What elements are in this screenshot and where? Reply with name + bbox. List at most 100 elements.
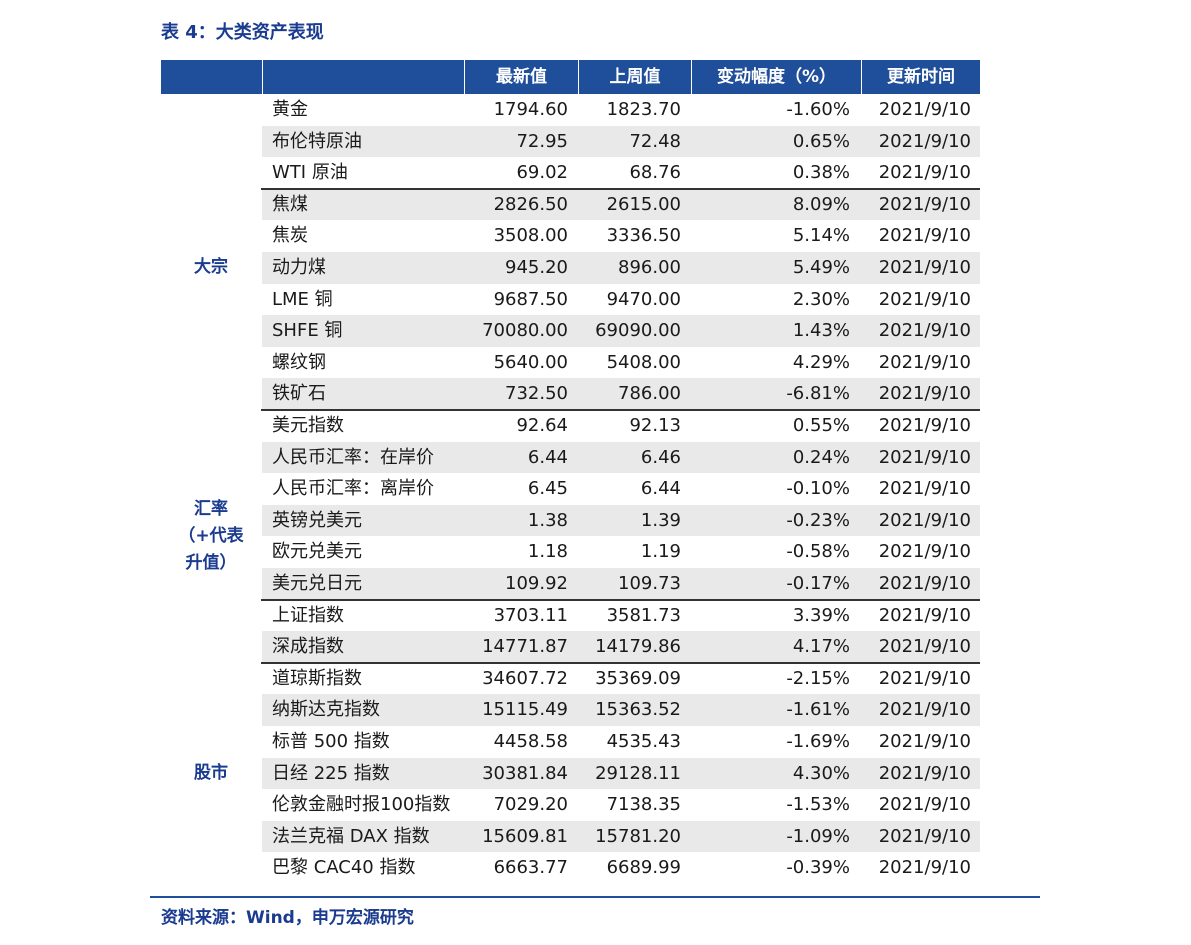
row-latest: 6.44	[527, 446, 568, 468]
table-row: WTI 原油 69.02 68.76 0.38% 2021/9/10	[262, 157, 980, 189]
row-date: 2021/9/10	[878, 762, 971, 784]
group-divider	[261, 409, 980, 411]
row-name: 欧元兑美元	[272, 541, 362, 563]
row-date: 2021/9/10	[878, 415, 971, 436]
row-change: 2.30%	[792, 288, 850, 310]
row-previous: 29128.11	[595, 762, 681, 784]
row-previous: 1.19	[640, 541, 681, 563]
row-change: -0.58%	[786, 541, 850, 563]
row-previous: 5408.00	[606, 351, 681, 373]
row-date: 2021/9/10	[878, 320, 971, 342]
row-latest: 109.92	[505, 573, 568, 594]
row-previous: 15363.52	[595, 699, 681, 721]
row-date: 2021/9/10	[878, 794, 971, 816]
row-change: -1.60%	[786, 99, 850, 120]
row-name: 巴黎 CAC40 指数	[272, 857, 416, 879]
row-date: 2021/9/10	[878, 130, 971, 152]
row-name: 纳斯达克指数	[272, 699, 380, 721]
row-latest: 1.18	[527, 541, 568, 563]
table-row: 法兰克福 DAX 指数 15609.81 15781.20 -1.09% 2021/9/…	[262, 820, 980, 853]
row-date: 2021/9/10	[878, 478, 971, 500]
row-name: 美元指数	[272, 415, 344, 436]
row-latest: 732.50	[505, 383, 568, 405]
row-change: 1.43%	[792, 320, 850, 342]
row-name: 人民币汇率：离岸价	[272, 478, 434, 500]
row-change: 5.49%	[792, 257, 850, 278]
group-divider	[261, 187, 980, 190]
row-change: 0.24%	[792, 446, 850, 468]
group-divider	[261, 661, 980, 664]
table-row: SHFE 铜 70080.00 69090.00 1.43% 2021/9/10	[262, 315, 980, 347]
row-change: 8.09%	[792, 193, 850, 215]
category-label: 大宗	[194, 257, 228, 278]
row-name: 铁矿石	[272, 383, 326, 405]
row-name: 人民币汇率：在岸价	[272, 446, 434, 468]
table-row: 黄金 1794.60 1823.70 -1.60% 2021/9/10	[262, 94, 980, 126]
header-updated: 更新时间	[861, 60, 980, 94]
table-row: 人民币汇率：离岸价 6.45 6.44 -0.10% 2021/9/10	[262, 473, 980, 505]
table-header: 最新值 上周值 变动幅度（%） 更新时间	[161, 60, 980, 94]
row-previous: 35369.09	[595, 667, 681, 689]
row-date: 2021/9/10	[878, 604, 971, 626]
row-change: -6.81%	[786, 383, 850, 405]
row-previous: 3581.73	[606, 604, 681, 626]
table-row: 螺纹钢 5640.00 5408.00 4.29% 2021/9/10	[262, 347, 980, 379]
row-latest: 92.64	[516, 415, 568, 436]
table-row: 深成指数 14771.87 14179.86 4.17% 2021/9/10	[262, 631, 980, 663]
row-latest: 945.20	[505, 257, 568, 278]
row-latest: 6663.77	[493, 857, 568, 879]
row-name: 动力煤	[272, 257, 326, 278]
row-latest: 14771.87	[482, 636, 568, 658]
table-row: 标普 500 指数 4458.58 4535.43 -1.69% 2021/9/10	[262, 726, 980, 758]
row-previous: 6.44	[640, 478, 681, 500]
footer-divider	[150, 896, 1040, 898]
row-latest: 4458.58	[493, 731, 568, 752]
table-row: 道琼斯指数 34607.72 35369.09 -2.15% 2021/9/10	[262, 663, 980, 695]
row-latest: 30381.84	[482, 762, 568, 784]
row-date: 2021/9/10	[878, 225, 971, 247]
row-date: 2021/9/10	[878, 193, 971, 215]
table-row: 美元兑日元 109.92 109.73 -0.17% 2021/9/10	[262, 568, 980, 600]
row-change: 0.38%	[792, 162, 850, 184]
row-previous: 72.48	[629, 130, 681, 152]
table-row: LME 铜 9687.50 9470.00 2.30% 2021/9/10	[262, 284, 980, 316]
category-label: 股市	[194, 762, 228, 783]
row-change: 0.55%	[792, 415, 850, 436]
row-previous: 7138.35	[606, 794, 681, 816]
table-row: 布伦特原油 72.95 72.48 0.65% 2021/9/10	[262, 125, 980, 158]
row-change: 0.65%	[792, 130, 850, 152]
row-previous: 4535.43	[606, 731, 681, 752]
row-change: 3.39%	[792, 604, 850, 626]
row-name: 美元兑日元	[272, 573, 362, 594]
row-name: 标普 500 指数	[272, 731, 390, 752]
row-latest: 15115.49	[482, 699, 568, 721]
row-change: -1.61%	[786, 699, 850, 721]
row-date: 2021/9/10	[878, 731, 971, 752]
row-previous: 1.39	[640, 509, 681, 531]
row-change: 4.30%	[792, 762, 850, 784]
row-previous: 14179.86	[595, 636, 681, 658]
row-previous: 68.76	[629, 162, 681, 184]
header-latest: 最新值	[464, 60, 578, 94]
row-date: 2021/9/10	[878, 351, 971, 373]
row-name: 布伦特原油	[272, 130, 362, 152]
row-previous: 15781.20	[595, 825, 681, 847]
row-date: 2021/9/10	[878, 541, 971, 563]
row-date: 2021/9/10	[878, 288, 971, 310]
row-date: 2021/9/10	[878, 383, 971, 405]
row-latest: 5640.00	[493, 351, 568, 373]
header-change: 变动幅度（%）	[691, 60, 861, 94]
category-label: 汇率（+代表升值）	[178, 498, 244, 573]
row-change: -0.10%	[786, 478, 850, 500]
table-row: 人民币汇率：在岸价 6.44 6.46 0.24% 2021/9/10	[262, 441, 980, 474]
row-latest: 15609.81	[482, 825, 568, 847]
row-date: 2021/9/10	[878, 99, 971, 120]
row-previous: 786.00	[618, 383, 681, 405]
row-previous: 6689.99	[606, 857, 681, 879]
row-name: 道琼斯指数	[272, 667, 362, 689]
row-date: 2021/9/10	[878, 162, 971, 184]
row-date: 2021/9/10	[878, 257, 971, 278]
table-row: 焦煤 2826.50 2615.00 8.09% 2021/9/10	[262, 188, 980, 221]
row-name: LME 铜	[272, 288, 333, 310]
header-blank-1	[161, 60, 262, 94]
